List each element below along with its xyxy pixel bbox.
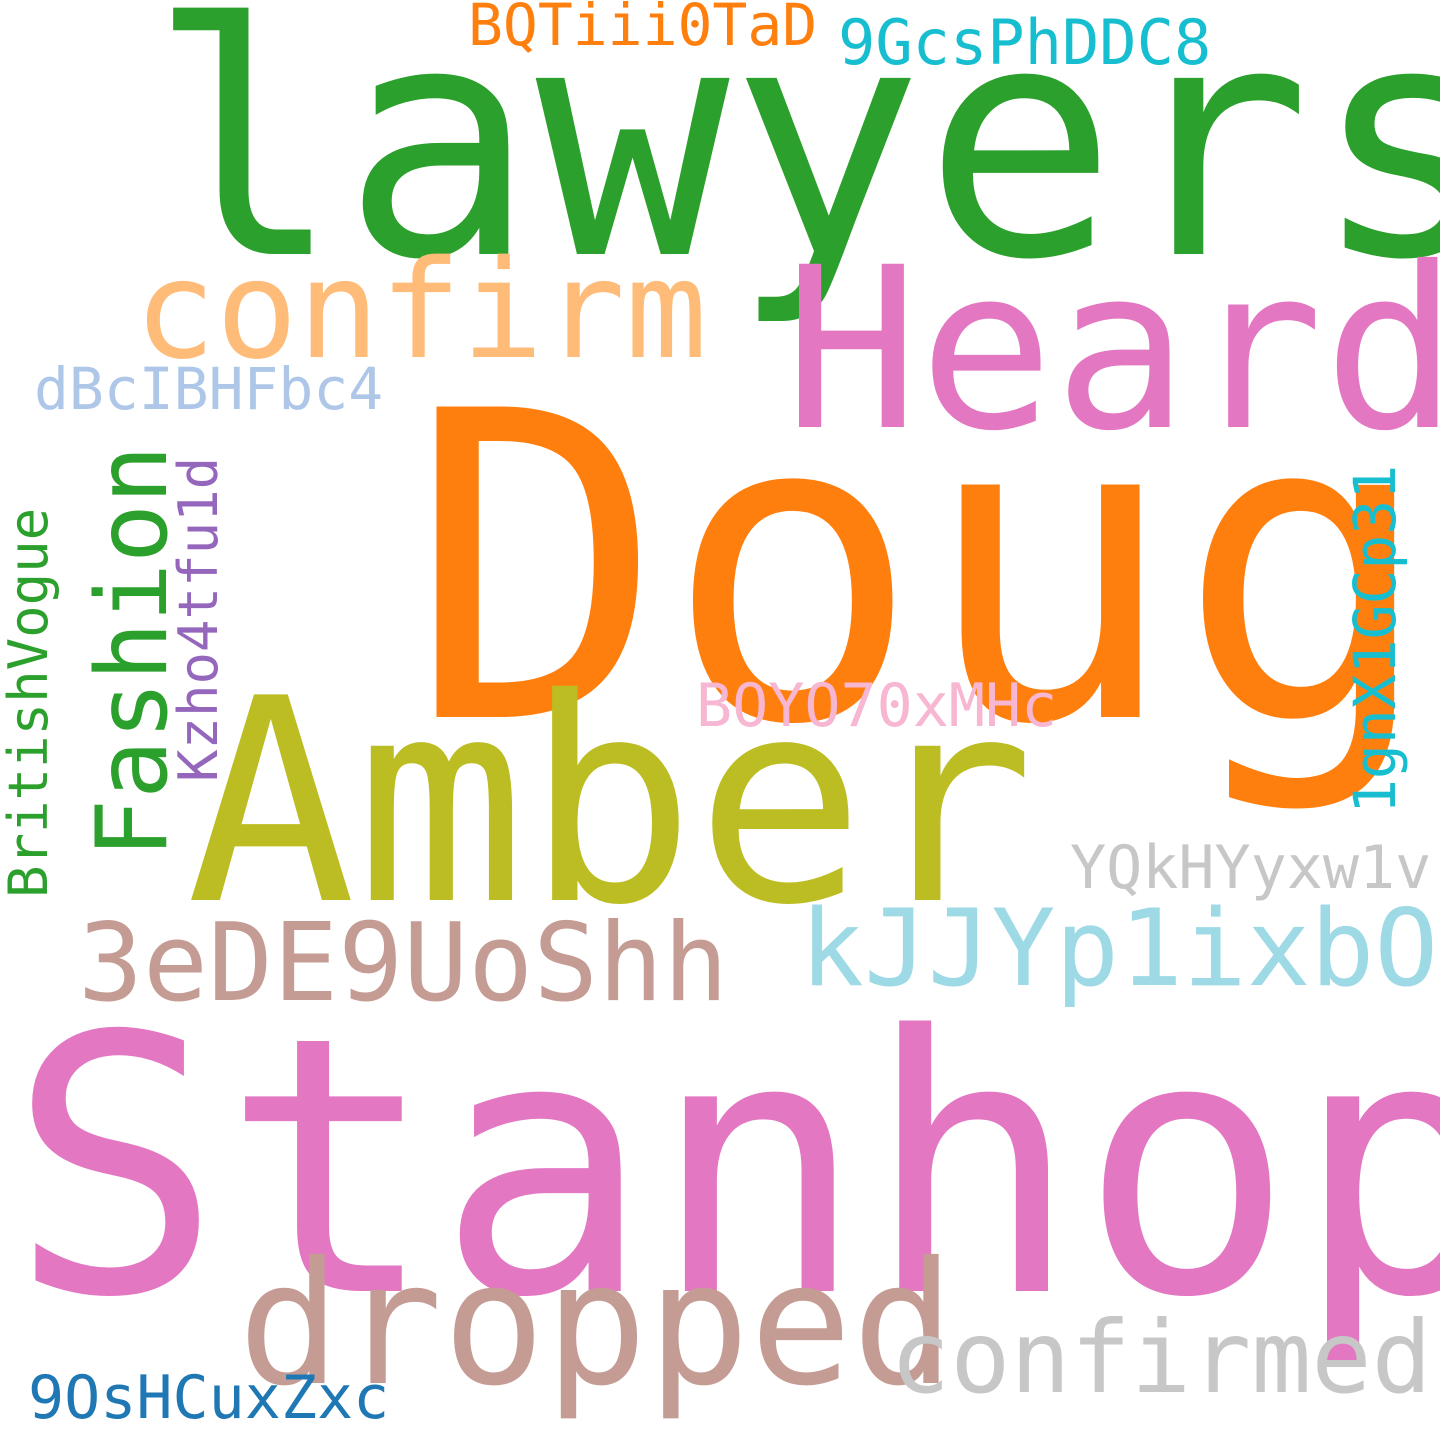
- word-Kzho4tfu1d: Kzho4tfu1d: [167, 456, 230, 782]
- word-9OsHCuxZxc: 9OsHCuxZxc: [28, 1363, 390, 1433]
- word-heard: Heard: [784, 219, 1440, 480]
- word-amber: Amber: [186, 638, 1035, 967]
- word-confirmed: confirmed: [890, 1299, 1432, 1416]
- word-dropped: dropped: [238, 1226, 955, 1424]
- word-confirm: confirm: [134, 232, 708, 390]
- word-doug: Doug: [408, 323, 1434, 818]
- word-lawyers: lawyers: [148, 0, 1440, 330]
- word-3eDE9UoShh: 3eDE9UoShh: [78, 901, 729, 1026]
- word-BritishVogue: BritishVogue: [0, 507, 60, 898]
- word-BQTiii0TaD: BQTiii0TaD: [468, 0, 818, 59]
- word-9GcsPhDDC8: 9GcsPhDDC8: [838, 6, 1212, 79]
- word-BOYO70xMHc: BOYO70xMHc: [696, 671, 1058, 741]
- word-1gnX1GCp31: 1gnX1GCp31: [1341, 464, 1409, 814]
- word-YQkHYyxw1v: YQkHYyxw1v: [1070, 833, 1432, 903]
- word-stanhope: Stanhope: [8, 961, 1440, 1375]
- word-dBcIBHFbc4: dBcIBHFbc4: [34, 355, 384, 423]
- word-kJJYp1ixbO: kJJYp1ixbO: [800, 887, 1439, 1010]
